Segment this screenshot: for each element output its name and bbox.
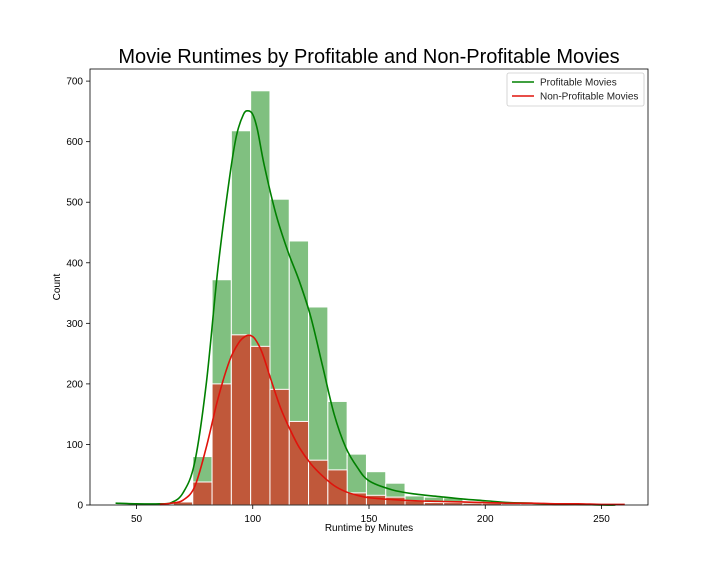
x-tick-label: 250: [593, 514, 610, 525]
kde-line-profitable: [115, 109, 616, 506]
kde-line-non-profitable: [159, 334, 625, 506]
x-axis-label: Runtime by Minutes: [325, 523, 413, 534]
x-tick-label: 200: [477, 514, 494, 525]
histogram-bar: [365, 494, 387, 506]
legend: Profitable Movies Non-Profitable Movies: [506, 72, 645, 107]
legend-label: Profitable Movies: [540, 78, 617, 89]
histogram-bar: [250, 345, 271, 506]
histogram-bar: [308, 459, 329, 506]
histogram-bar: [385, 496, 406, 506]
x-axis: 50 100 150 200 250: [131, 505, 610, 525]
y-tick-label: 500: [66, 198, 83, 209]
y-tick-label: 100: [66, 440, 83, 451]
y-tick-label: 0: [77, 501, 83, 512]
x-tick-label: 100: [244, 514, 261, 525]
y-tick-label: 400: [66, 258, 83, 269]
histogram-bar: [230, 334, 252, 506]
x-tick-label: 50: [131, 514, 143, 525]
y-axis-label: Count: [52, 273, 63, 300]
x-tick-label: 150: [361, 514, 378, 525]
y-tick-label: 600: [66, 137, 83, 148]
chart-title: Movie Runtimes by Profitable and Non-Pro…: [118, 46, 619, 68]
series-non-profitable-bars: [153, 334, 618, 506]
legend-frame: [506, 72, 645, 107]
y-tick-label: 200: [66, 379, 83, 390]
y-tick-label: 300: [66, 319, 83, 330]
histogram-bar: [211, 383, 232, 506]
y-tick-label: 700: [66, 77, 83, 88]
legend-label: Non-Profitable Movies: [540, 92, 638, 103]
y-axis: 0 100 200 300 400 500 600 700: [66, 77, 90, 512]
